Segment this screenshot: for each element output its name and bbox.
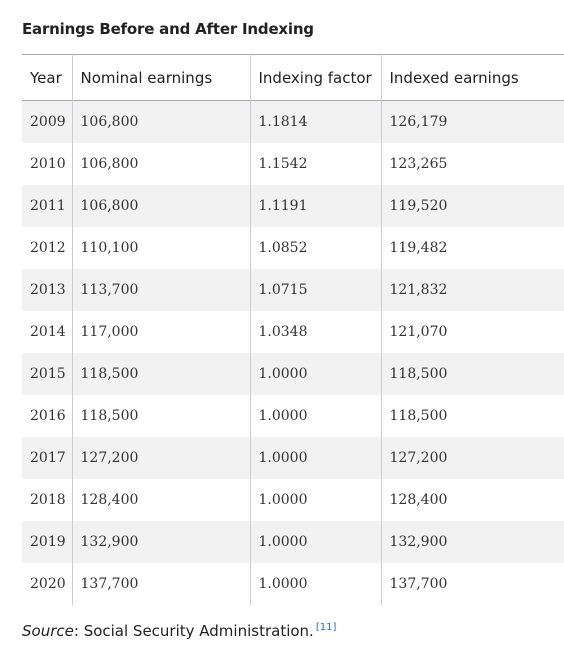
cell-indexed-earnings: 119,482 (389, 239, 448, 256)
table-row: 2019 132,900 1.0000 132,900 (22, 520, 564, 563)
cell-year: 2013 (22, 268, 73, 311)
cell-indexing-factor: 1.1191 (250, 184, 382, 227)
source-text: Social Security Administration. (83, 622, 314, 640)
cell-nominal-earnings: 106,800 (72, 100, 251, 143)
cell-indexed-earnings: 119,520 (389, 197, 448, 214)
cell-indexed-earnings: 128,400 (389, 491, 448, 508)
table-header: Year Nominal earnings Indexing factor In… (22, 54, 564, 101)
cell-nominal-earnings: 113,700 (72, 268, 251, 311)
cell-nominal-earnings: 110,100 (72, 226, 251, 269)
reference-superscript: [11] (316, 622, 337, 633)
cell-nominal-earnings: 132,900 (72, 520, 251, 563)
cell-indexing-factor: 1.0000 (250, 562, 382, 605)
table-row: 2010 106,800 1.1542 123,265 (22, 142, 564, 185)
header-row: Year Nominal earnings Indexing factor In… (22, 54, 564, 101)
cell-indexing-factor: 1.0000 (250, 478, 382, 521)
source-label: Source (22, 622, 74, 640)
cell-nominal-earnings: 128,400 (72, 478, 251, 521)
cell-nominal-earnings: 117,000 (72, 310, 251, 353)
cell-indexed-earnings: 118,500 (389, 407, 448, 424)
cell-year: 2011 (22, 184, 73, 227)
source-separator: : (73, 622, 84, 640)
column-header-nominal-earnings: Nominal earnings (72, 54, 251, 101)
cell-nominal-earnings: 118,500 (72, 352, 251, 395)
cell-indexing-factor: 1.0715 (250, 268, 382, 311)
column-header-year: Year (22, 54, 73, 101)
table-row: 2014 117,000 1.0348 121,070 (22, 310, 564, 353)
reference-link[interactable]: [11] (315, 622, 337, 633)
table-caption: Earnings Before and After Indexing (22, 20, 314, 38)
cell-year: 2019 (22, 520, 73, 563)
cell-year: 2016 (22, 394, 73, 437)
cell-year: 2015 (22, 352, 73, 395)
table-row: 2018 128,400 1.0000 128,400 (22, 478, 564, 521)
cell-year: 2014 (22, 310, 73, 353)
cell-indexed-earnings: 118,500 (389, 365, 448, 382)
source-note: Source: Social Security Administration.[… (22, 622, 336, 640)
cell-indexed-earnings: 132,900 (389, 533, 448, 550)
cell-year: 2010 (22, 142, 73, 185)
cell-nominal-earnings: 106,800 (72, 142, 251, 185)
cell-year: 2018 (22, 478, 73, 521)
cell-indexed-earnings: 127,200 (389, 449, 448, 466)
cell-indexed-earnings: 126,179 (389, 113, 448, 130)
table-row: 2017 127,200 1.0000 127,200 (22, 436, 564, 479)
cell-indexed-earnings: 123,265 (389, 155, 448, 172)
cell-indexing-factor: 1.0000 (250, 436, 382, 479)
column-header-indexed-earnings: Indexed earnings (389, 68, 519, 87)
table-row: 2015 118,500 1.0000 118,500 (22, 352, 564, 395)
cell-indexing-factor: 1.0852 (250, 226, 382, 269)
cell-indexed-earnings: 121,832 (389, 281, 448, 298)
cell-year: 2009 (22, 100, 73, 143)
cell-nominal-earnings: 118,500 (72, 394, 251, 437)
cell-year: 2017 (22, 436, 73, 479)
table-row: 2011 106,800 1.1191 119,520 (22, 184, 564, 227)
cell-indexing-factor: 1.0348 (250, 310, 382, 353)
cell-nominal-earnings: 127,200 (72, 436, 251, 479)
table-row: 2013 113,700 1.0715 121,832 (22, 268, 564, 311)
cell-year: 2020 (22, 562, 73, 605)
table-row: 2012 110,100 1.0852 119,482 (22, 226, 564, 269)
table-row: 2016 118,500 1.0000 118,500 (22, 394, 564, 437)
column-header-indexing-factor: Indexing factor (250, 54, 382, 101)
earnings-table-container: Year Nominal earnings Indexing factor In… (22, 54, 564, 605)
cell-indexing-factor: 1.0000 (250, 352, 382, 395)
cell-nominal-earnings: 106,800 (72, 184, 251, 227)
cell-indexed-earnings: 121,070 (389, 323, 448, 340)
cell-nominal-earnings: 137,700 (72, 562, 251, 605)
cell-indexing-factor: 1.1814 (250, 100, 382, 143)
table-row: 2009 106,800 1.1814 126,179 (22, 100, 564, 143)
table-row: 2020 137,700 1.0000 137,700 (22, 562, 564, 605)
cell-indexed-earnings: 137,700 (389, 575, 448, 592)
earnings-table: Year Nominal earnings Indexing factor In… (22, 54, 564, 605)
cell-indexing-factor: 1.1542 (250, 142, 382, 185)
cell-indexing-factor: 1.0000 (250, 520, 382, 563)
cell-year: 2012 (22, 226, 73, 269)
table-body: 2009 106,800 1.1814 126,179 2010 106,800 1.154… (22, 100, 564, 605)
cell-indexing-factor: 1.0000 (250, 394, 382, 437)
